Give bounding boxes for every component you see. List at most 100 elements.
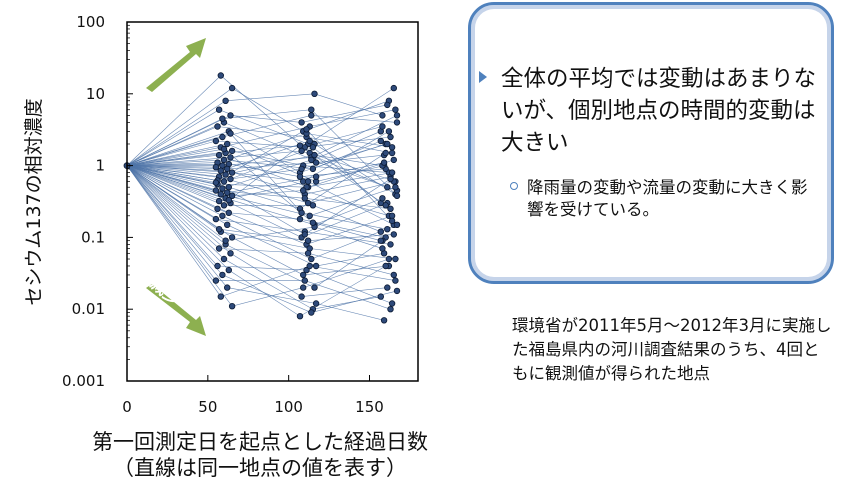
data-point	[379, 112, 386, 119]
data-point	[382, 202, 389, 209]
summary-callout: 全体の平均では変動はあまりないが、個別地点の時間的変動は大きい 降雨量の変動や流…	[468, 2, 834, 284]
data-point	[222, 97, 229, 104]
site-line	[126, 128, 393, 222]
site-line	[126, 165, 389, 307]
data-point	[298, 165, 305, 173]
data-point	[217, 190, 224, 198]
axis-ticks: 0 50 100 150 100 10 1 0.1 0.01 0.001	[62, 13, 384, 416]
data-point	[296, 313, 304, 320]
site-line	[126, 109, 396, 166]
x-tick-label: 50	[198, 398, 217, 416]
data-point	[212, 187, 220, 194]
site-line	[126, 109, 398, 197]
data-point	[379, 195, 386, 202]
site-line	[126, 165, 391, 195]
data-point	[384, 101, 391, 109]
data-point	[298, 147, 305, 155]
data-point	[393, 287, 401, 295]
data-point	[215, 197, 223, 205]
site-line	[127, 115, 398, 166]
data-point	[311, 151, 318, 159]
callout-sub-text: 降雨量の変動や流量の変動に大きく影響を受けている。	[527, 178, 808, 219]
data-point	[308, 255, 315, 263]
data-point	[377, 237, 384, 244]
data-point	[312, 159, 320, 166]
data-point	[220, 145, 228, 153]
data-point	[217, 167, 224, 174]
site-line	[126, 154, 394, 188]
data-point	[215, 225, 223, 233]
x-tick-label: 0	[122, 398, 132, 416]
data-point	[377, 137, 384, 145]
site-line	[126, 165, 394, 242]
data-point	[212, 277, 220, 284]
callout-sub-bullet: 降雨量の変動や流量の変動に大きく影響を受けている。	[510, 177, 817, 221]
y-tick-label: 0.001	[62, 372, 105, 390]
site-line	[126, 165, 391, 235]
data-point	[388, 149, 396, 157]
data-point	[220, 255, 228, 263]
x-axis-label: 第一回測定日を起点とした経過日数	[92, 430, 428, 454]
data-point	[298, 293, 305, 300]
site-line	[126, 165, 396, 260]
data-point	[220, 156, 228, 164]
data-point	[217, 293, 224, 300]
data-point	[311, 90, 318, 97]
data-point	[227, 250, 234, 257]
data-point	[228, 147, 236, 155]
data-point	[380, 159, 388, 166]
data-point	[379, 245, 386, 252]
site-line	[126, 163, 386, 178]
data-point	[212, 215, 220, 223]
data-point	[390, 271, 397, 279]
data-point	[392, 255, 399, 263]
data-point	[308, 112, 315, 119]
site-line	[126, 126, 383, 166]
site-line	[126, 143, 388, 180]
site-line	[126, 131, 390, 182]
site-line	[126, 165, 383, 288]
data-point	[312, 262, 320, 270]
increase-arrow: 増加	[141, 38, 206, 92]
data-point	[393, 192, 401, 199]
data-point	[312, 300, 320, 307]
data-point	[227, 175, 234, 183]
data-point	[227, 112, 234, 119]
x-tick-label: 150	[355, 398, 384, 416]
site-line	[126, 165, 385, 267]
data-point	[225, 266, 232, 274]
data-point	[387, 205, 394, 212]
data-point	[222, 237, 229, 244]
data-point	[296, 142, 304, 149]
plot-area-frame	[126, 21, 419, 382]
x-tick-label: 100	[274, 398, 303, 416]
site-line	[126, 165, 388, 297]
site-line	[126, 165, 386, 238]
data-point	[309, 144, 317, 151]
decrease-arrow: 減少	[146, 273, 206, 336]
site-line	[126, 165, 394, 226]
data-point	[384, 183, 391, 191]
data-point	[311, 284, 318, 291]
data-point	[308, 156, 315, 164]
data-point	[225, 183, 232, 191]
site-line	[126, 165, 394, 276]
data-point	[393, 119, 401, 126]
data-point	[300, 271, 307, 279]
data-point	[380, 317, 388, 324]
data-point	[298, 119, 305, 126]
site-line	[126, 165, 396, 297]
site-line	[126, 165, 388, 238]
data-point	[220, 178, 228, 185]
data-point	[223, 221, 231, 228]
data-point	[296, 173, 304, 180]
site-line	[126, 165, 398, 313]
data-point	[219, 185, 226, 192]
data-point	[384, 225, 391, 233]
data-point	[379, 123, 386, 130]
data-point	[387, 175, 394, 183]
data-point	[223, 189, 231, 196]
site-line	[126, 165, 391, 310]
site-line	[126, 165, 394, 204]
data-point	[304, 178, 312, 185]
